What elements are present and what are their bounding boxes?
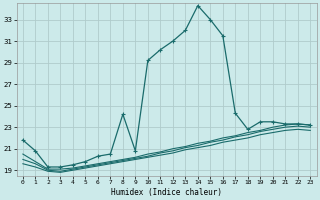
X-axis label: Humidex (Indice chaleur): Humidex (Indice chaleur) — [111, 188, 222, 197]
